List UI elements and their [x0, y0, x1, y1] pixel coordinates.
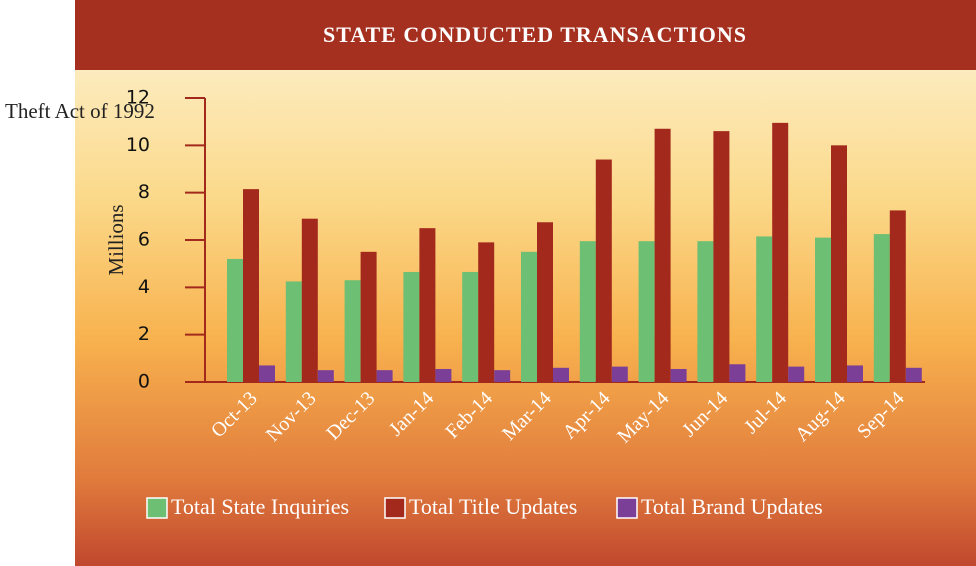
- header-bar: [75, 0, 976, 70]
- bar: [873, 234, 890, 382]
- bar: [259, 365, 275, 382]
- bar: [344, 280, 361, 382]
- y-tick-label: 2: [138, 323, 150, 345]
- bar: [697, 241, 714, 382]
- y-tick-label: 0: [138, 371, 150, 393]
- legend-swatch: [384, 497, 406, 519]
- bar: [462, 271, 479, 382]
- bar: [494, 370, 511, 382]
- bar: [772, 122, 789, 382]
- bar: [670, 368, 687, 382]
- bar: [595, 159, 612, 382]
- y-tick-label: 6: [138, 229, 150, 251]
- bar: [638, 241, 655, 382]
- legend-swatch: [146, 497, 168, 519]
- bar: [905, 367, 922, 382]
- bar: [579, 241, 596, 382]
- y-axis-label: Millions: [104, 204, 128, 275]
- bar: [478, 242, 495, 382]
- legend-label: Total Title Updates: [409, 494, 577, 519]
- bar: [611, 366, 628, 382]
- chart-title: STATE CONDUCTED TRANSACTIONS: [323, 22, 747, 47]
- bar: [317, 370, 334, 382]
- legend-swatch: [616, 497, 638, 519]
- bar: [243, 189, 259, 382]
- bar: [403, 271, 420, 382]
- bar: [285, 281, 302, 382]
- bar: [301, 218, 318, 382]
- y-tick-label: 4: [138, 276, 150, 298]
- bar: [889, 210, 906, 382]
- legend-label: Total Brand Updates: [641, 494, 823, 519]
- bar: [788, 366, 805, 382]
- bar: [360, 251, 377, 382]
- bar: [521, 251, 537, 382]
- bar: [227, 258, 243, 382]
- bar: [435, 368, 452, 382]
- annotation: Theft Act of 1992: [5, 99, 155, 123]
- legend-label: Total State Inquiries: [171, 494, 349, 519]
- bar: [419, 228, 436, 382]
- bar: [537, 222, 553, 382]
- bar: [847, 365, 863, 382]
- bar: [376, 370, 393, 382]
- bar: [713, 131, 730, 382]
- y-tick-label: 10: [126, 134, 150, 156]
- bar: [756, 236, 773, 382]
- bar: [729, 364, 746, 382]
- y-tick-label: 8: [138, 181, 150, 203]
- bar: [815, 237, 831, 382]
- bar: [654, 128, 671, 382]
- bar: [553, 367, 569, 382]
- bar: [831, 145, 847, 382]
- y-tick-label: 12: [126, 87, 150, 109]
